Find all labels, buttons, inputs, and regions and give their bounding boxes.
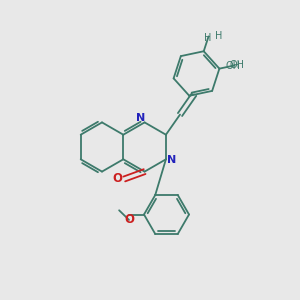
Text: N: N <box>136 113 146 123</box>
Text: OH: OH <box>226 61 241 70</box>
Text: H: H <box>215 32 223 41</box>
Text: OH: OH <box>230 60 244 70</box>
Text: O: O <box>113 172 123 185</box>
Text: N: N <box>167 155 176 165</box>
Text: H: H <box>205 33 212 43</box>
Text: O: O <box>124 213 134 226</box>
